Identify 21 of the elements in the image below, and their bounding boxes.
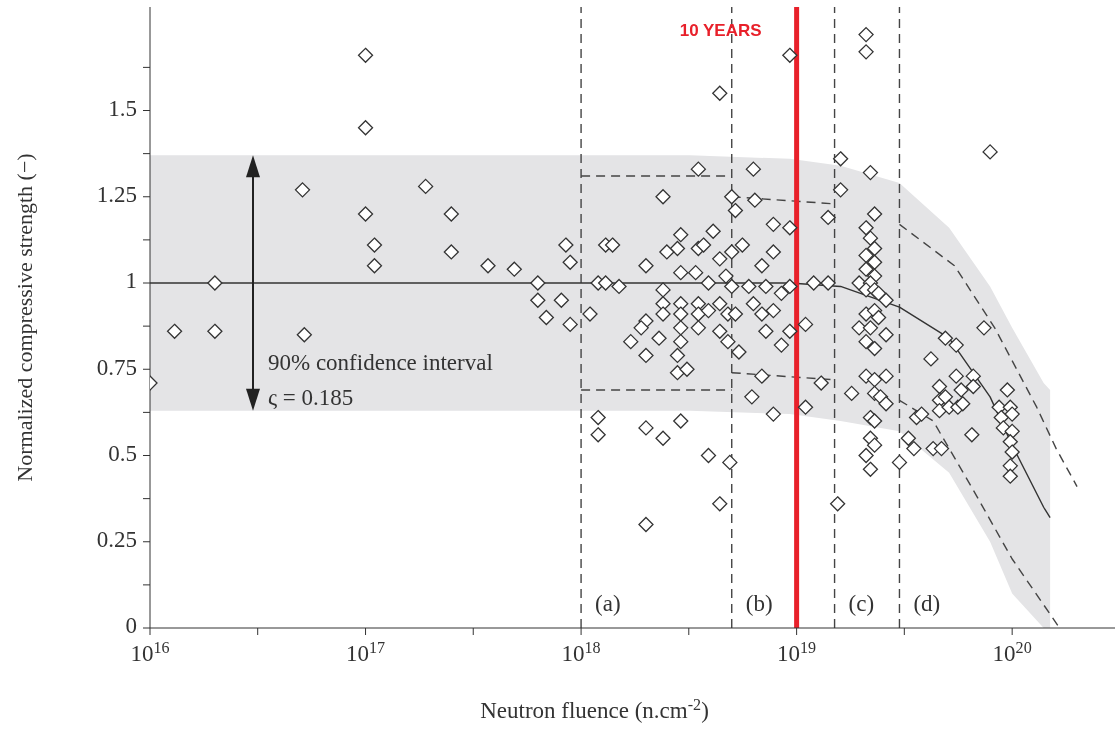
x-axis-title: Neutron fluence (n.cm$^{-2}$) (480, 695, 709, 723)
y-tick-label: 0 (125, 613, 137, 639)
x-tick-label: 10$^{19}$ (777, 638, 817, 666)
x-tick-label: 10$^{18}$ (561, 638, 601, 666)
y-tick-label: 0.25 (96, 527, 137, 553)
y-tick-label: 1 (125, 268, 137, 294)
annotation: (b) (745, 591, 773, 616)
annotation: 90% confidence interval (268, 350, 493, 375)
y-tick-label: 0.5 (108, 440, 137, 466)
x-tick-label: 10$^{20}$ (992, 638, 1032, 666)
y-tick-label: 1.5 (108, 95, 137, 121)
ref-line-label: 10 YEARS (679, 21, 762, 40)
x-tick-label: 10$^{16}$ (130, 638, 170, 666)
y-axis-title: Normalized compressive strength (−) (12, 153, 37, 482)
y-tick-label: 0.75 (96, 354, 137, 380)
y-tick-label: 1.25 (96, 182, 137, 208)
x-tick-label: 10$^{17}$ (345, 638, 386, 666)
annotation: ς = 0.185 (268, 385, 354, 410)
annotation: (c) (848, 591, 875, 616)
annotation: (d) (913, 591, 941, 616)
annotation: (a) (595, 591, 621, 616)
